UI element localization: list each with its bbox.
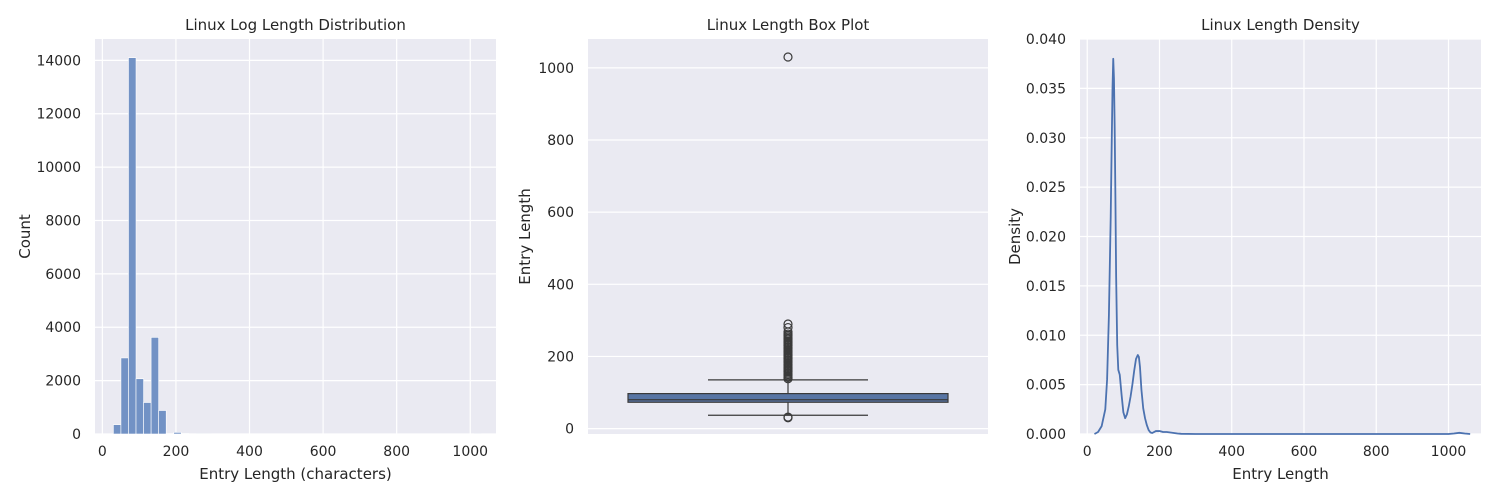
density-y-tick-label: 0.025 [1026, 180, 1066, 196]
boxplot-title: Linux Length Box Plot [707, 16, 870, 34]
histogram-title: Linux Log Length Distribution [185, 16, 406, 34]
density-y-tick-label: 0.005 [1026, 378, 1066, 394]
histogram-y-tick-label: 6000 [45, 267, 81, 283]
histogram-bar [135, 378, 144, 435]
density-x-axis-label: Entry Length [1232, 465, 1328, 483]
boxplot-y-tick-label: 400 [547, 277, 574, 293]
density-x-tick-label: 0 [1083, 444, 1092, 460]
boxplot-y-tick-label: 0 [565, 422, 574, 438]
histogram-bar [173, 432, 182, 435]
histogram-plot-area [95, 39, 496, 434]
density-x-tick-label: 800 [1363, 444, 1390, 460]
histogram-x-tick-label: 200 [163, 444, 190, 460]
histogram-x-tick-label: 0 [98, 444, 107, 460]
density-y-tick-label: 0.015 [1026, 279, 1066, 295]
histogram-y-tick-label: 0 [72, 427, 81, 443]
density-x-tick-label: 600 [1291, 444, 1318, 460]
density-title: Linux Length Density [1201, 16, 1360, 34]
histogram-y-tick-label: 2000 [45, 374, 81, 390]
density-y-tick-label: 0.035 [1026, 81, 1066, 97]
boxplot-outlier [783, 52, 793, 62]
density-x-tick-label: 200 [1146, 444, 1173, 460]
histogram-bar [120, 357, 129, 435]
density-y-tick-label: 0.010 [1026, 328, 1066, 344]
density-y-tick-label: 0.000 [1026, 427, 1066, 443]
density-series-line [1094, 57, 1471, 435]
boxplot-y-tick-label: 1000 [538, 61, 574, 77]
density-y-tick-label: 0.040 [1026, 32, 1066, 48]
histogram-bar [128, 57, 137, 435]
histogram-x-tick-label: 600 [310, 444, 337, 460]
histogram-y-tick-label: 8000 [45, 213, 81, 229]
histogram-y-tick-label: 14000 [36, 53, 81, 69]
density-y-axis-label: Density [1006, 208, 1024, 265]
histogram-x-tick-label: 400 [236, 444, 263, 460]
histogram-bar [158, 410, 167, 435]
boxplot-outlier [783, 412, 793, 422]
histogram-bar [180, 433, 190, 435]
histogram-bar [113, 424, 122, 435]
histogram-y-tick-label: 4000 [45, 320, 81, 336]
histogram-x-tick-label: 800 [383, 444, 410, 460]
histogram-x-tick-label: 1000 [452, 444, 488, 460]
histogram-bar [150, 337, 159, 435]
histogram-bar [143, 402, 152, 435]
boxplot-y-tick-label: 800 [547, 133, 574, 149]
density-chart: 0 200 400 600 800 1000 0.000 0.005 0.010 0.015 0.… [1006, 16, 1481, 483]
histogram-y-axis-label: Count [16, 214, 34, 259]
histogram-chart: 0 200 400 600 800 1000 0 2000 4000 6000 8000 10000… [16, 16, 496, 483]
density-x-tick-label: 1000 [1431, 444, 1467, 460]
boxplot-outlier [783, 374, 793, 384]
histogram-x-axis-label: Entry Length (characters) [199, 465, 392, 483]
histogram-y-tick-label: 12000 [36, 107, 81, 123]
density-y-tick-label: 0.030 [1026, 131, 1066, 147]
density-y-tick-label: 0.020 [1026, 230, 1066, 246]
histogram-y-tick-label: 10000 [36, 160, 81, 176]
boxplot-box [627, 392, 949, 403]
boxplot-y-tick-label: 600 [547, 205, 574, 221]
boxplot-y-tick-label: 200 [547, 349, 574, 365]
density-x-tick-label: 400 [1218, 444, 1245, 460]
boxplot-y-axis-label: Entry Length [516, 188, 534, 284]
